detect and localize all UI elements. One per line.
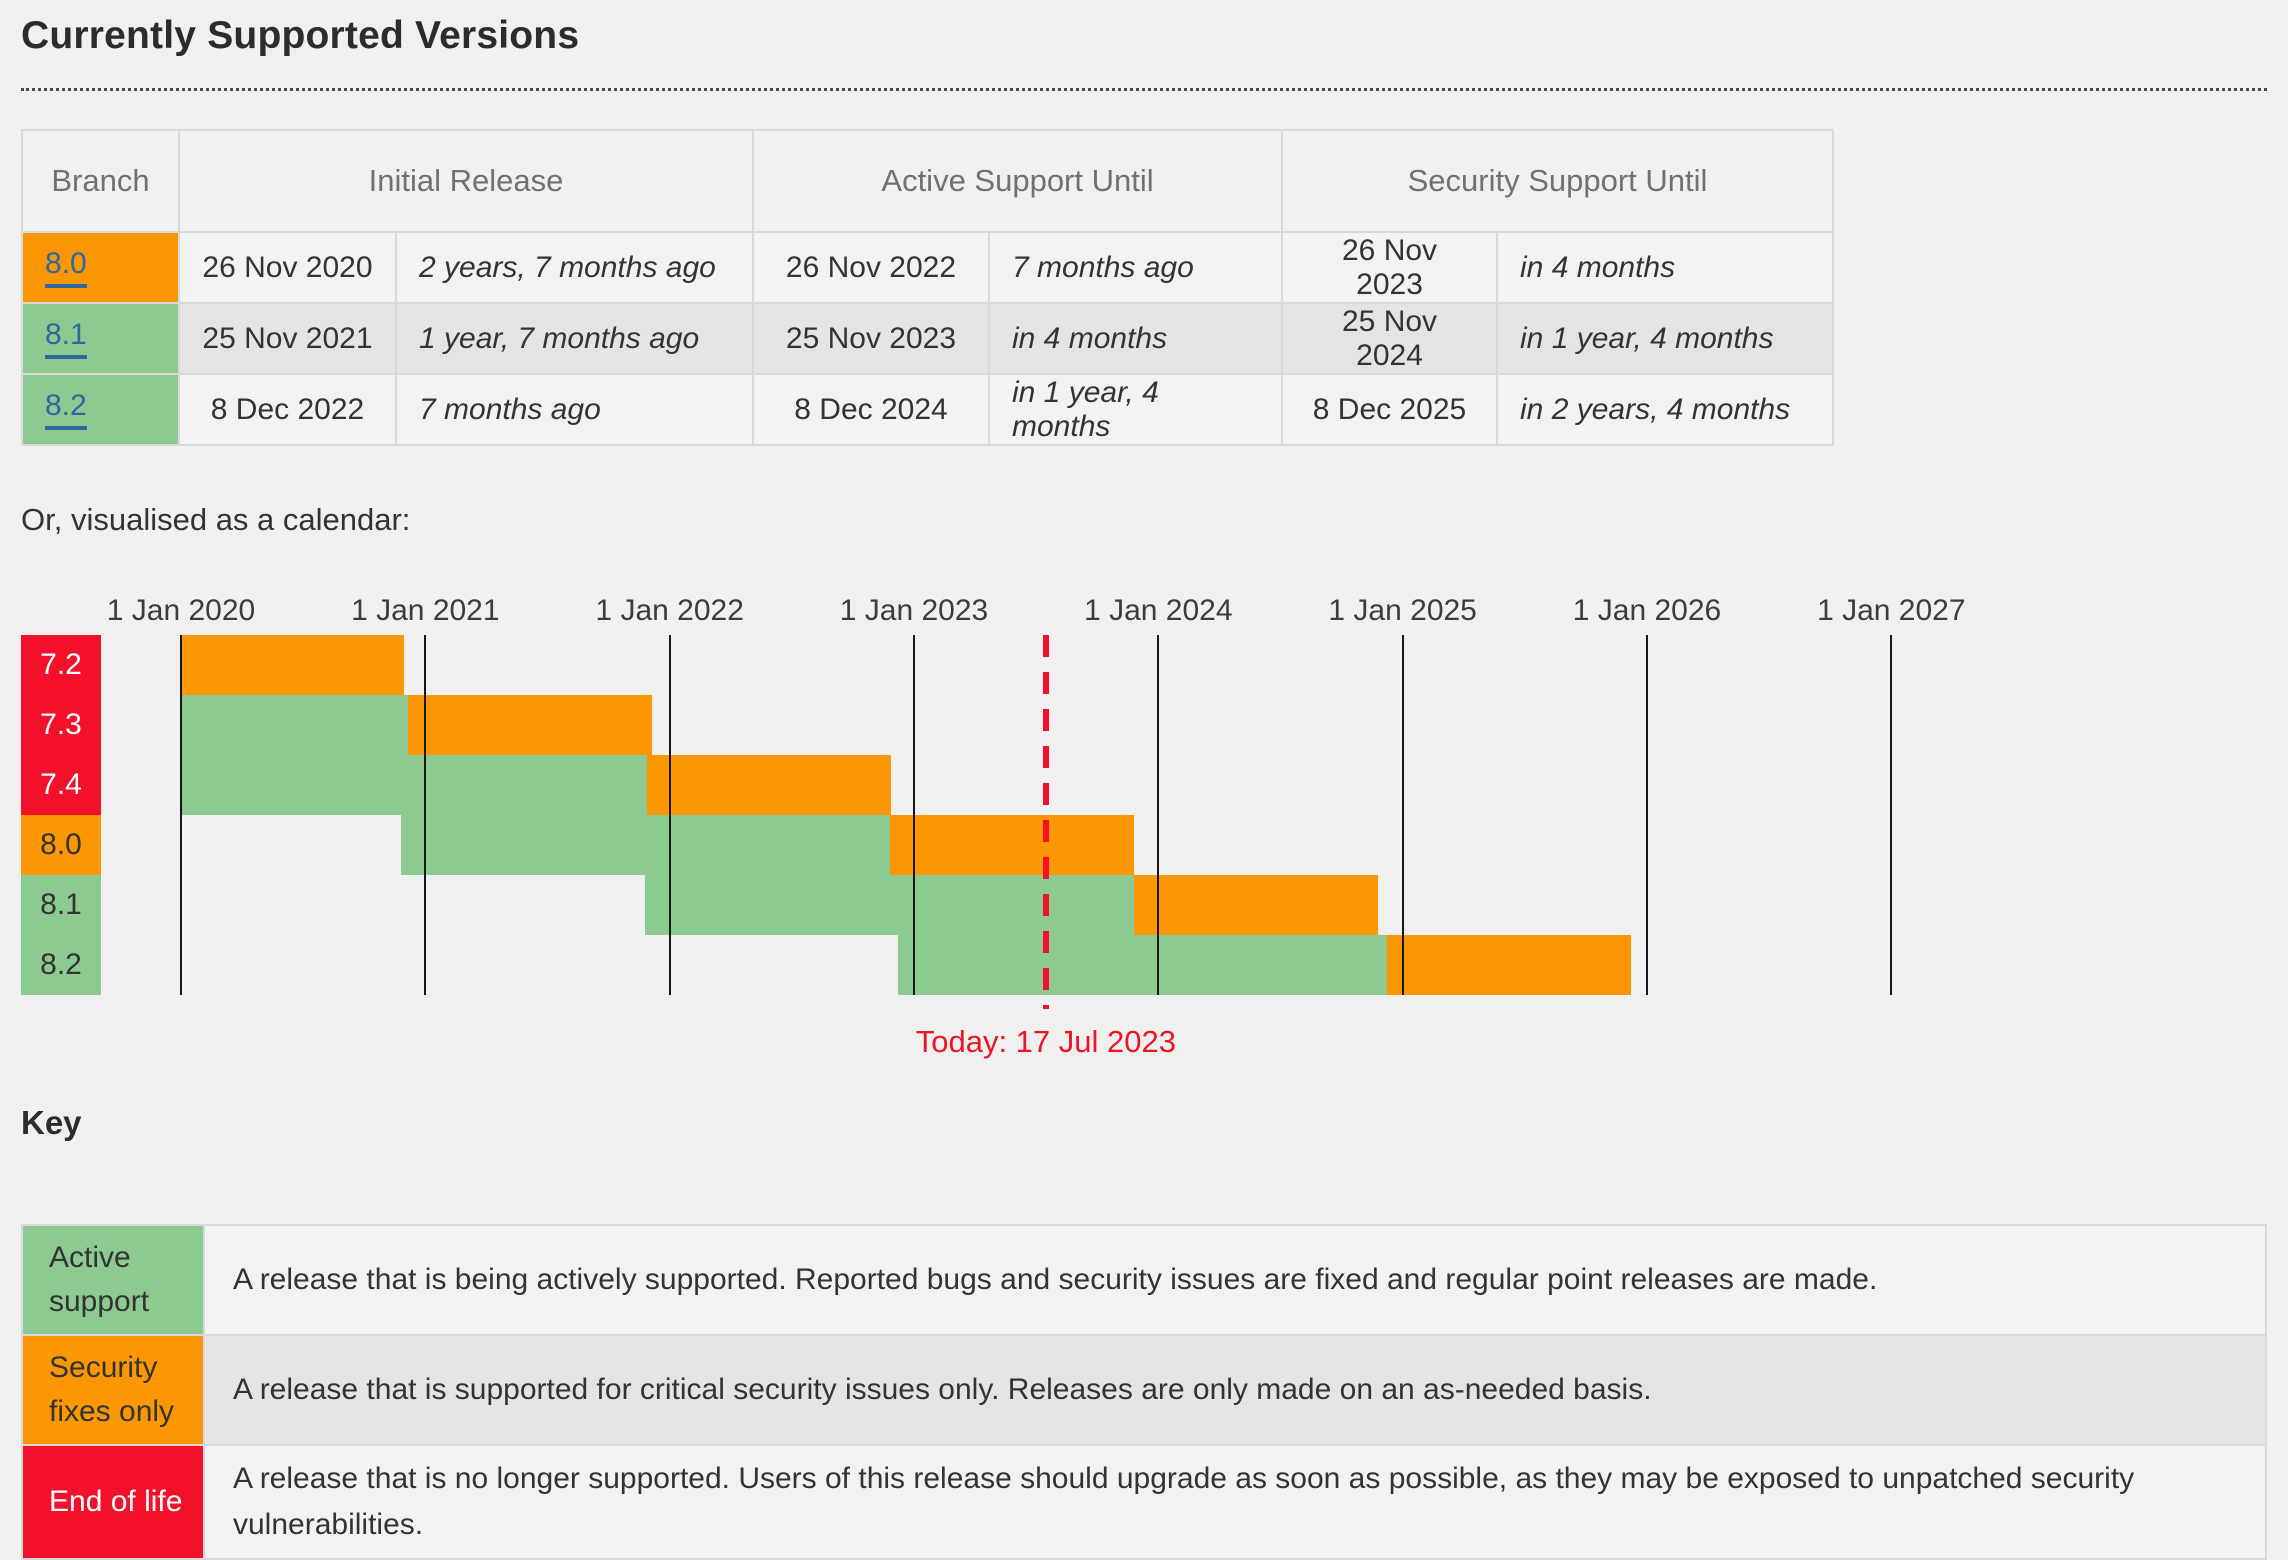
key-description: A release that is being actively support…: [203, 1224, 2267, 1336]
calendar-bar-8.1-security: [1133, 875, 1378, 935]
security-until-date: 25 Nov 2024: [1281, 302, 1499, 375]
branch-link-8-1[interactable]: 8.1: [45, 319, 87, 360]
key-swatch-active: Active support: [21, 1224, 205, 1336]
table-row: 8.1 25 Nov 2021 1 year, 7 months ago 25 …: [21, 302, 1835, 375]
support-calendar-chart: 1 Jan 2020 1 Jan 2021 1 Jan 2022 1 Jan 2023…: [21, 594, 2267, 1074]
security-until-relative: in 2 years, 4 months: [1496, 373, 1835, 446]
branch-cell: 8.2: [21, 373, 180, 446]
year-gridline-2020: [180, 635, 182, 995]
key-description: A release that is no longer supported. U…: [203, 1444, 2267, 1560]
key-table: Active support A release that is being a…: [21, 1224, 2267, 1560]
calendar-bar-7.2-security: [181, 635, 404, 695]
calendar-bar-8.2-security: [1386, 935, 1631, 995]
axis-label: 1 Jan 2025: [1328, 594, 1477, 627]
today-label: Today: 17 Jul 2023: [915, 1024, 1176, 1059]
axis-label: 1 Jan 2027: [1817, 594, 1966, 627]
calendar-bar-7.3-active: [181, 695, 408, 755]
table-header-row: Branch Initial Release Active Support Un…: [21, 129, 1835, 233]
key-heading: Key: [21, 1104, 82, 1141]
calendar-branch-label-8.0: 8.0: [21, 815, 101, 875]
table-row: 8.2 8 Dec 2022 7 months ago 8 Dec 2024 i…: [21, 373, 1835, 446]
year-gridline-2027: [1890, 635, 1893, 995]
key-description: A release that is supported for critical…: [203, 1334, 2267, 1446]
calendar-bar-7.4-security: [646, 755, 892, 815]
calendar-bar-8.1-active: [644, 875, 1134, 935]
table-row: 8.0 26 Nov 2020 2 years, 7 months ago 26…: [21, 231, 1835, 304]
today-line: [1042, 635, 1049, 1009]
header-initial-release: Initial Release: [178, 129, 754, 233]
branch-cell: 8.0: [21, 231, 180, 304]
calendar-bar-8.2-active: [897, 935, 1387, 995]
page-title: Currently Supported Versions: [21, 0, 2267, 91]
key-row: Security fixes only A release that is su…: [21, 1334, 2267, 1446]
active-until-date: 26 Nov 2022: [752, 231, 990, 304]
branch-link-8-2[interactable]: 8.2: [45, 390, 87, 431]
initial-release-relative: 2 years, 7 months ago: [395, 231, 754, 304]
branch-link-8-0[interactable]: 8.0: [45, 248, 87, 289]
security-until-relative: in 1 year, 4 months: [1496, 302, 1835, 375]
calendar-bar-7.4-active: [181, 755, 647, 815]
calendar-bar-8.0-active: [401, 815, 890, 875]
axis-label: 1 Jan 2026: [1572, 594, 1722, 627]
key-swatch-eol: End of life: [21, 1444, 205, 1560]
year-gridline-2021: [424, 635, 427, 995]
active-until-date: 25 Nov 2023: [752, 302, 990, 375]
key-swatch-security: Security fixes only: [21, 1334, 205, 1446]
key-row: Active support A release that is being a…: [21, 1224, 2267, 1336]
initial-release-date: 8 Dec 2022: [178, 373, 397, 446]
active-until-relative: in 1 year, 4 months: [987, 373, 1284, 446]
security-until-relative: in 4 months: [1496, 231, 1835, 304]
initial-release-relative: 7 months ago: [395, 373, 754, 446]
calendar-bar-7.3-security: [407, 695, 653, 755]
year-gridline-2025: [1401, 635, 1404, 995]
axis-label: 1 Jan 2021: [351, 594, 500, 627]
axis-label: 1 Jan 2023: [839, 594, 989, 627]
calendar-intro-text: Or, visualised as a calendar:: [21, 502, 411, 537]
initial-release-date: 26 Nov 2020: [178, 231, 397, 304]
active-until-date: 8 Dec 2024: [752, 373, 990, 446]
security-until-date: 26 Nov 2023: [1281, 231, 1499, 304]
year-gridline-2024: [1157, 635, 1160, 995]
calendar-branch-label-7.2: 7.2: [21, 635, 101, 695]
axis-label: 1 Jan 2020: [106, 594, 256, 627]
active-until-relative: 7 months ago: [987, 231, 1284, 304]
calendar-bar-8.0-security: [889, 815, 1135, 875]
header-active-support: Active Support Until: [751, 129, 1284, 233]
year-gridline-2023: [912, 635, 915, 995]
calendar-branch-label-7.3: 7.3: [21, 695, 101, 755]
header-branch: Branch: [21, 129, 180, 233]
axis-label: 1 Jan 2022: [595, 594, 744, 627]
axis-label: 1 Jan 2024: [1084, 594, 1233, 627]
active-until-relative: in 4 months: [987, 302, 1284, 375]
header-security-support: Security Support Until: [1281, 129, 1835, 233]
initial-release-relative: 1 year, 7 months ago: [395, 302, 754, 375]
year-gridline-2026: [1645, 635, 1648, 995]
branch-cell: 8.1: [21, 302, 180, 375]
supported-versions-table: Branch Initial Release Active Support Un…: [21, 129, 1835, 446]
calendar-branch-label-7.4: 7.4: [21, 755, 101, 815]
year-gridline-2022: [668, 635, 671, 995]
initial-release-date: 25 Nov 2021: [178, 302, 397, 375]
calendar-branch-label-8.2: 8.2: [21, 935, 101, 995]
key-row: End of life A release that is no longer …: [21, 1444, 2267, 1560]
security-until-date: 8 Dec 2025: [1281, 373, 1499, 446]
calendar-branch-label-8.1: 8.1: [21, 875, 101, 935]
